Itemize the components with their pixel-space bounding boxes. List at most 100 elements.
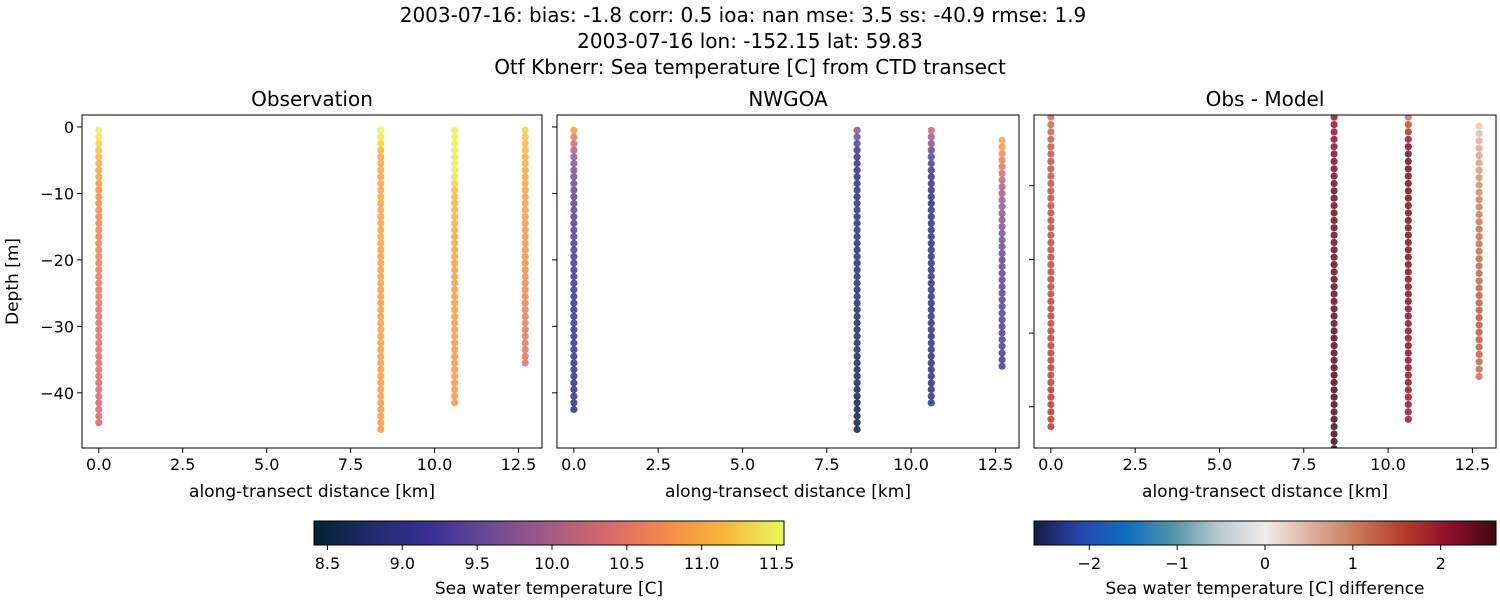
data-point — [570, 359, 578, 367]
data-point — [95, 385, 103, 394]
data-point — [570, 140, 578, 148]
data-point — [377, 312, 385, 320]
data-point — [95, 133, 103, 141]
data-point — [998, 282, 1006, 291]
data-point — [95, 239, 103, 247]
data-point — [95, 233, 103, 241]
data-point — [521, 159, 529, 168]
data-point — [1475, 247, 1483, 255]
data-point — [1330, 408, 1338, 416]
data-point — [927, 140, 935, 148]
axes-frame — [556, 114, 1020, 449]
data-point — [1475, 210, 1483, 219]
data-point — [1404, 246, 1412, 254]
data-point — [451, 146, 459, 154]
data-point — [570, 352, 578, 360]
data-point — [1330, 305, 1338, 313]
data-point — [521, 359, 529, 367]
data-point — [451, 246, 459, 254]
data-point — [570, 346, 578, 354]
data-point — [998, 342, 1006, 350]
data-point — [95, 392, 103, 400]
data-point — [377, 405, 385, 413]
x-axis-label: along-transect distance [km] — [1142, 482, 1388, 502]
data-point — [377, 179, 385, 188]
data-point — [570, 306, 578, 314]
data-point — [570, 292, 578, 301]
data-point — [377, 272, 385, 281]
data-point — [853, 352, 861, 360]
data-point — [1047, 423, 1055, 431]
data-point — [451, 372, 459, 380]
data-point — [1404, 408, 1412, 416]
data-point — [377, 352, 385, 360]
data-point — [998, 289, 1006, 297]
data-point — [377, 299, 385, 307]
data-point — [1404, 356, 1412, 364]
colorbar-1: 8.5 9.0 9.5 10.0 10.5 11.0 11.5 Sea water tempe… — [313, 520, 794, 599]
data-point — [927, 126, 935, 134]
x-tick-label: 5.0 — [1207, 455, 1232, 474]
data-point — [1475, 284, 1483, 292]
data-point — [1475, 358, 1483, 366]
colorbar-tick-label: −2 — [1078, 554, 1102, 573]
data-point — [998, 243, 1006, 251]
colorbar-tick-label: −1 — [1165, 554, 1189, 573]
data-point — [1047, 283, 1055, 291]
data-point — [95, 213, 103, 221]
data-point — [521, 286, 529, 294]
data-point — [570, 253, 578, 261]
data-point — [451, 385, 459, 394]
data-point — [853, 173, 861, 181]
data-point — [1330, 143, 1338, 151]
data-point — [1404, 187, 1412, 195]
data-point — [1475, 255, 1483, 263]
colorbar-tick-label: 11.0 — [684, 554, 720, 573]
data-point — [451, 173, 459, 181]
data-point — [570, 186, 578, 194]
data-point — [1047, 364, 1055, 372]
data-point — [1475, 314, 1483, 322]
data-point — [998, 356, 1006, 364]
data-point — [1404, 115, 1412, 121]
data-point — [95, 140, 103, 148]
data-point — [377, 392, 385, 400]
data-point — [95, 286, 103, 294]
data-point — [1330, 364, 1338, 372]
data-point — [570, 332, 578, 340]
y-axis-label: Depth [m] — [3, 238, 23, 325]
data-point — [927, 366, 935, 374]
data-point — [377, 206, 385, 214]
data-point — [95, 306, 103, 314]
data-point — [1047, 172, 1055, 180]
data-point — [853, 153, 861, 161]
data-point — [853, 326, 861, 334]
data-point — [1404, 342, 1412, 350]
data-point — [1404, 135, 1412, 143]
data-point — [1475, 277, 1483, 285]
x-tick-label: 10.0 — [1370, 455, 1406, 474]
data-point — [1404, 172, 1412, 180]
data-point — [1404, 261, 1412, 269]
data-point — [451, 206, 459, 214]
data-point — [927, 193, 935, 201]
data-point — [998, 262, 1006, 271]
data-point — [570, 166, 578, 174]
x-tick-label: 7.5 — [814, 455, 839, 474]
data-point — [521, 166, 529, 174]
data-point — [451, 352, 459, 360]
data-point — [1475, 262, 1483, 270]
data-point — [1404, 319, 1412, 328]
data-point — [1475, 144, 1483, 152]
data-point — [1047, 202, 1055, 210]
data-point — [377, 159, 385, 168]
data-point — [927, 359, 935, 367]
data-point — [1404, 400, 1412, 409]
data-point — [1404, 202, 1412, 210]
data-point — [570, 219, 578, 227]
data-point — [998, 163, 1006, 171]
data-point — [1330, 157, 1338, 165]
data-point — [927, 399, 935, 407]
data-point — [377, 253, 385, 261]
data-point — [1330, 115, 1338, 121]
